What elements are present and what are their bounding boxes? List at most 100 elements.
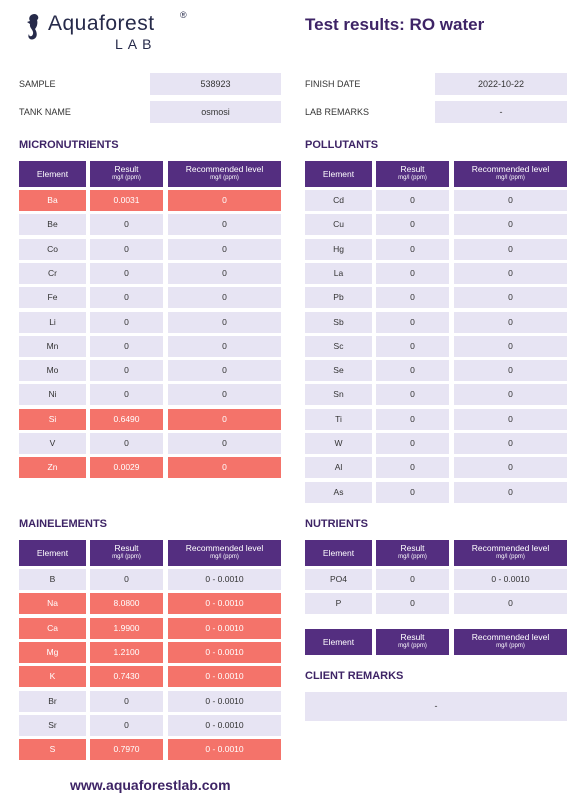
seahorse-icon [27,14,39,40]
cell-res: 0.7430 [90,666,163,688]
cell-rec: 0 - 0.0010 [168,739,281,761]
cell-rec: 0 [454,287,567,309]
header-result: Result mg/l (ppm) [90,161,163,187]
cell-res: 0 [90,214,163,236]
micronutrients-title: MICRONUTRIENTS [19,139,119,151]
cell-el: V [19,433,86,454]
cell-rec: 0 - 0.0010 [168,690,281,712]
cell-el: Ni [19,384,86,406]
cell-res: 0 [376,457,449,479]
aquaforest-logo: Aquaforest ® LAB [18,10,188,52]
tank-name-value: osmosi [150,101,281,123]
lab-remarks-value: - [435,101,567,123]
cell-res: 0 [90,262,163,284]
header-result-unit: mg/l (ppm) [112,175,141,181]
cell-el: Mn [19,335,86,357]
cell-el: Mg [19,641,86,663]
cell-rec: 0 [454,408,567,430]
cell-el: B [19,569,86,590]
cell-el: Fe [19,287,86,309]
cell-rec: 0 - 0.0010 [168,641,281,663]
website-link[interactable]: www.aquaforestlab.com [70,777,231,793]
cell-el: Ti [305,408,372,430]
cell-el: Sn [305,384,372,406]
cell-res: 0 [90,335,163,357]
cell-el: Hg [305,238,372,260]
cell-el: Sr [19,714,86,736]
cell-res: 0 [90,384,163,406]
cell-res: 0 [90,311,163,333]
cell-el: Na [19,593,86,615]
cell-rec: 0 [454,214,567,236]
cell-rec: 0 - 0.0010 [454,569,567,590]
cell-rec: 0 [454,190,567,211]
cell-rec: 0 [168,360,281,382]
cell-res: 0 [376,238,449,260]
cell-el: Cd [305,190,372,211]
header-recommended-unit: mg/l (ppm) [496,643,525,649]
cell-res: 0 [90,569,163,590]
cell-res: 0.0031 [90,190,163,211]
cell-rec: 0 [454,457,567,479]
cell-res: 0 [376,408,449,430]
cell-res: 0 [376,335,449,357]
header-result-unit: mg/l (ppm) [398,643,427,649]
tank-name-label: TANK NAME [19,107,71,117]
header-result: Result mg/l (ppm) [90,540,163,566]
header-recommended-label: Recommended level [471,632,550,642]
cell-rec: 0 [168,238,281,260]
cell-el: Cr [19,262,86,284]
cell-el: Be [19,214,86,236]
header-recommended-unit: mg/l (ppm) [496,175,525,181]
cell-el: Sb [305,311,372,333]
header-recommended: Recommended level mg/l (ppm) [168,540,281,566]
header-recommended-label: Recommended level [471,543,550,553]
header-result: Result mg/l (ppm) [376,540,449,566]
header-recommended-unit: mg/l (ppm) [210,175,239,181]
cell-res: 0 [376,287,449,309]
header-recommended-label: Recommended level [185,164,264,174]
mainelements-title: MAINELEMENTS [19,518,107,530]
cell-res: 0 [376,262,449,284]
cell-rec: 0 [454,262,567,284]
cell-el: S [19,739,86,761]
cell-res: 0 [376,360,449,382]
header-result-label: Result [400,164,425,174]
cell-res: 0 [90,714,163,736]
cell-rec: 0 [454,311,567,333]
cell-el: Br [19,690,86,712]
finish-date-label: FINISH DATE [305,79,361,89]
cell-rec: 0 [168,335,281,357]
cell-rec: 0 [168,433,281,454]
cell-el: Si [19,408,86,430]
cell-el: Sc [305,335,372,357]
cell-rec: 0 [168,311,281,333]
cell-res: 0 [376,593,449,615]
logo-subtitle: LAB [115,36,157,52]
cell-rec: 0 [454,335,567,357]
cell-el: Al [305,457,372,479]
header-element: Element [19,540,86,566]
header-element: Element [305,540,372,566]
cell-el: Se [305,360,372,382]
cell-res: 0.0029 [90,457,163,479]
cell-el: Mo [19,360,86,382]
cell-el: W [305,433,372,454]
client-remarks-title: CLIENT REMARKS [305,670,404,682]
cell-rec: 0 [454,481,567,503]
sample-label: SAMPLE [19,79,56,89]
header-recommended: Recommended level mg/l (ppm) [168,161,281,187]
header-recommended-unit: mg/l (ppm) [496,554,525,560]
cell-res: 1.2100 [90,641,163,663]
cell-rec: 0 - 0.0010 [168,617,281,639]
sample-value: 538923 [150,73,281,95]
cell-res: 0 [376,311,449,333]
cell-el: As [305,481,372,503]
cell-el: P [305,593,372,615]
header-element: Element [305,161,372,187]
registered-mark: ® [180,10,187,20]
cell-el: K [19,666,86,688]
header-recommended-unit: mg/l (ppm) [210,554,239,560]
cell-res: 0 [376,433,449,454]
cell-res: 0 [90,238,163,260]
